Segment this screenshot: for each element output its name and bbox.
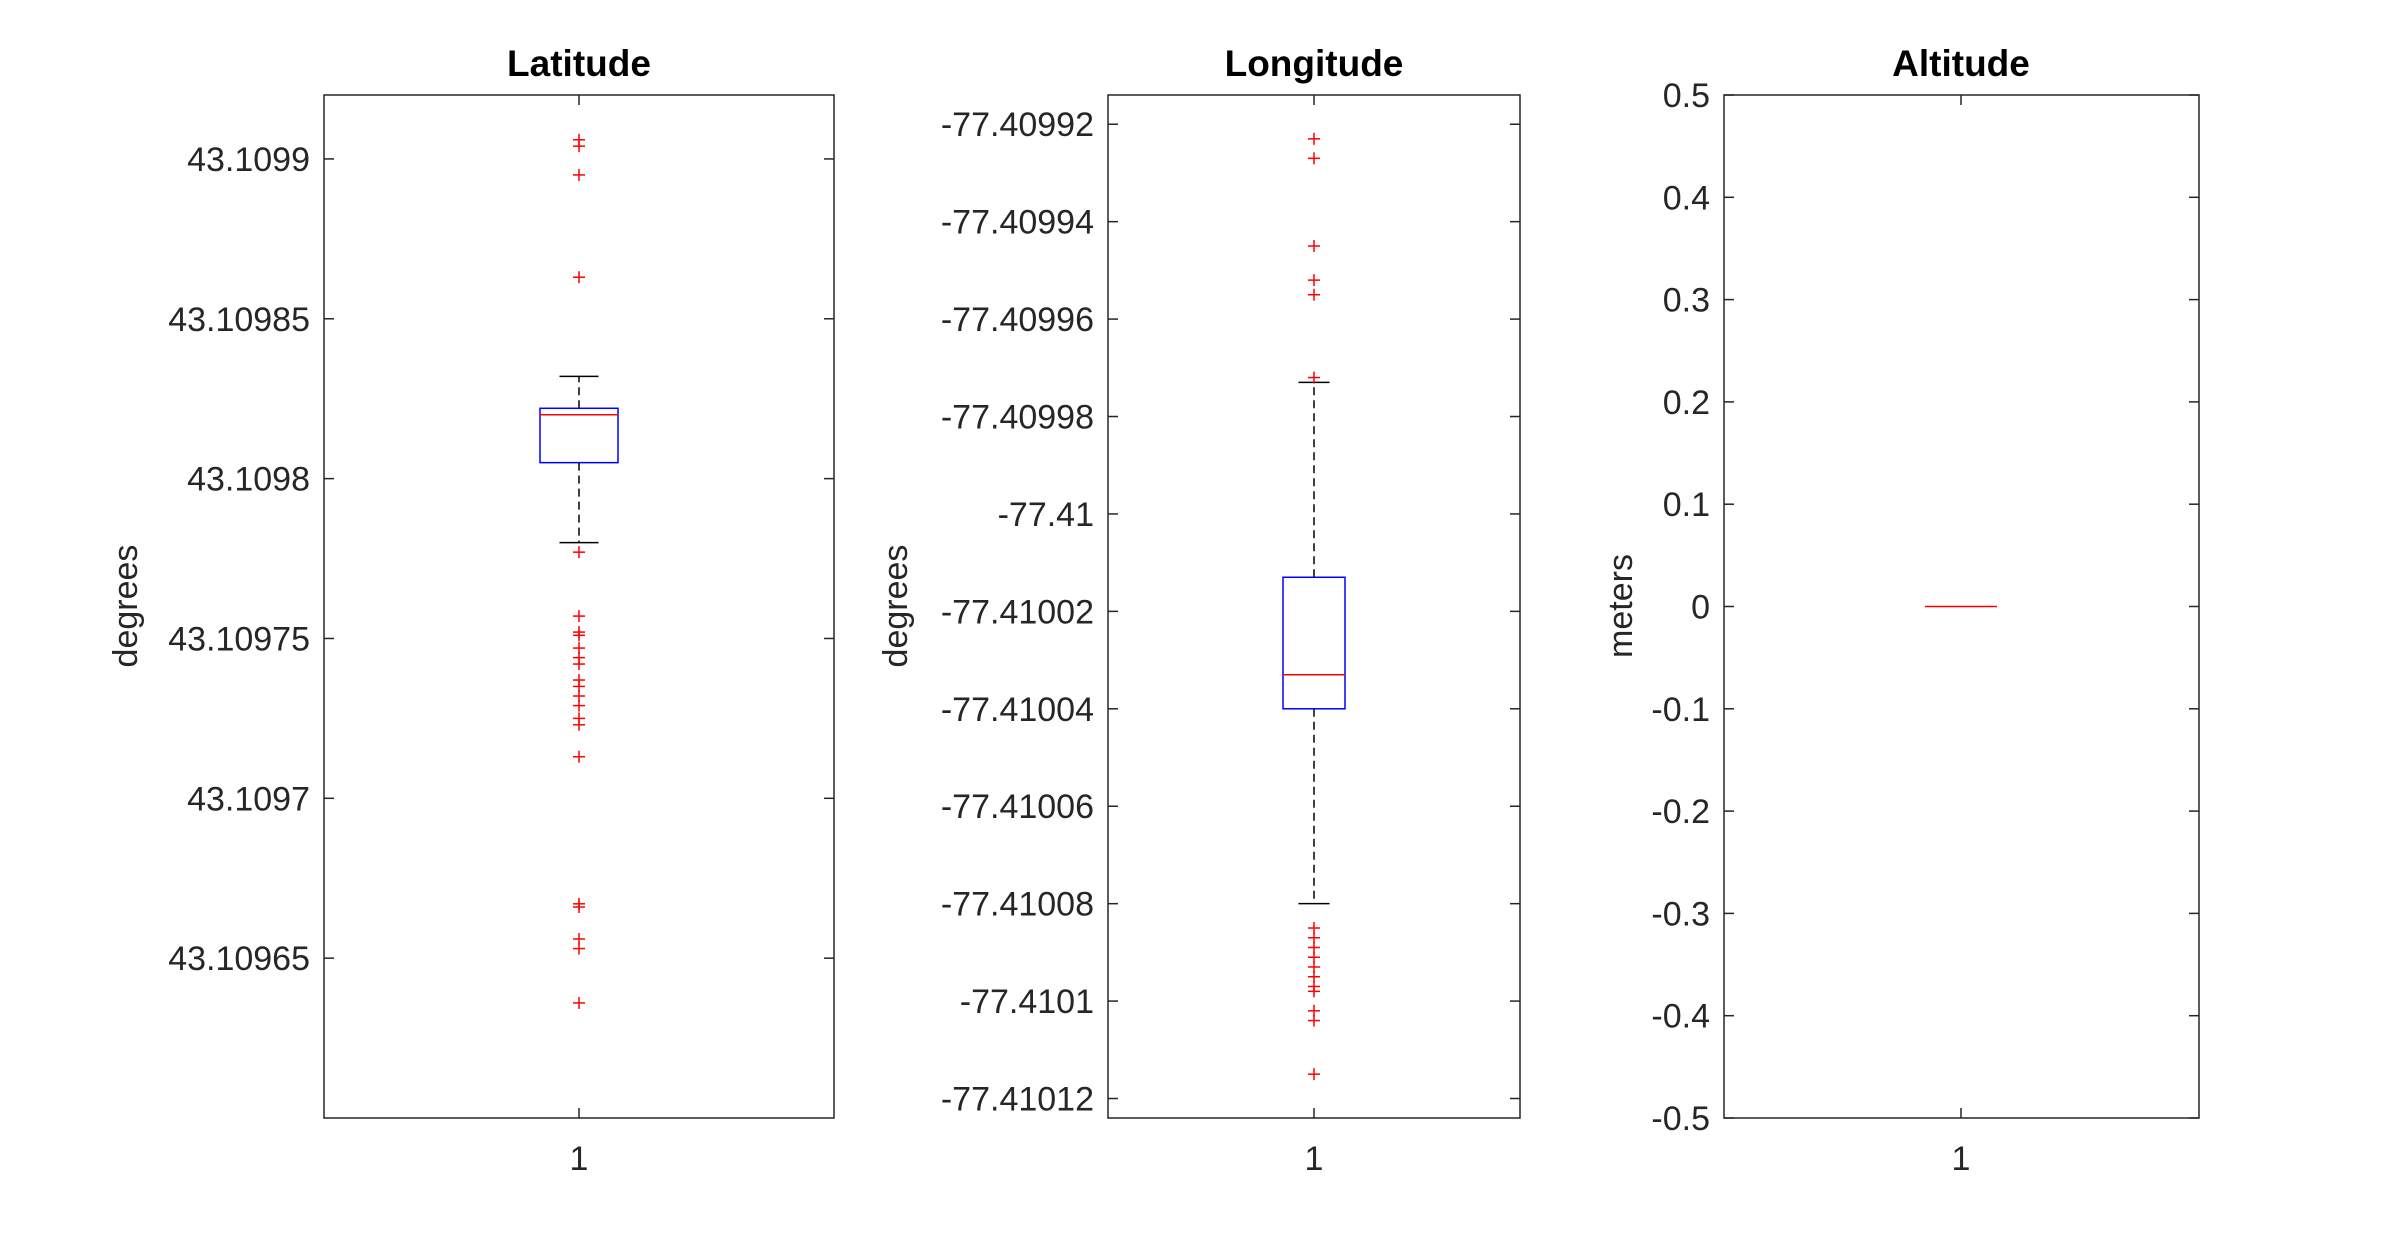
longitude-y-ticks: -77.41012 -77.4101 -77.41008 -77.41006 -77.4… (941, 95, 1520, 1119)
outlier-point (573, 750, 585, 763)
outlier-point (573, 658, 585, 671)
y-tick-label: 0.1 (1663, 486, 1710, 524)
outlier-point (573, 901, 585, 914)
y-tick-label: 0.4 (1663, 179, 1710, 217)
longitude-panel: Longitude -77.41012-77.4101-77.41008-77.… (877, 43, 1521, 1178)
y-tick-label: -77.40994 (941, 204, 1094, 242)
latitude-panel: Latitude 43.1096543.109743.1097543.10984… (107, 43, 835, 1178)
outlier-point (573, 718, 585, 731)
y-tick-label: 43.10965 (168, 940, 310, 978)
y-tick-label: 43.10985 (168, 301, 310, 339)
longitude-y-axis-label: degrees (877, 545, 915, 668)
outlier-point (573, 996, 585, 1009)
outlier-point (1308, 240, 1320, 253)
y-tick-label: 0.2 (1663, 384, 1710, 422)
longitude-plot (1282, 132, 1346, 1081)
outlier-point (573, 629, 585, 642)
outlier-point (573, 140, 585, 153)
y-tick-label: -77.40992 (941, 106, 1094, 144)
y-tick-label: -0.1 (1651, 691, 1710, 729)
y-tick-label: -77.40998 (941, 399, 1094, 437)
latitude-plot (539, 133, 619, 1009)
y-tick-label: -77.41012 (941, 1081, 1094, 1119)
outlier-point (1308, 288, 1320, 301)
y-tick-label: 43.1099 (187, 141, 310, 179)
outlier-point (1308, 985, 1320, 998)
altitude-y-axis-label: meters (1602, 554, 1640, 658)
outlier-point (573, 610, 585, 623)
outlier-point (1308, 1014, 1320, 1027)
outlier-point (573, 168, 585, 181)
y-tick-label: -77.41008 (941, 886, 1094, 924)
outlier-point (573, 271, 585, 284)
iqr-box (539, 407, 619, 464)
y-tick-label: -77.40996 (941, 301, 1094, 339)
longitude-title: Longitude (1225, 43, 1404, 84)
outlier-point (573, 546, 585, 559)
y-tick-label: -77.41002 (941, 593, 1094, 631)
outlier-point (573, 942, 585, 955)
outlier-point (1308, 1068, 1320, 1081)
y-tick-label: 0.3 (1663, 282, 1710, 320)
y-tick-label: -77.41 (998, 496, 1094, 534)
latitude-title: Latitude (507, 43, 651, 84)
y-tick-label: -77.41006 (941, 788, 1094, 826)
latitude-y-axis-label: degrees (107, 545, 145, 668)
y-tick-label: 43.1097 (187, 780, 310, 818)
y-tick-label: -0.2 (1651, 793, 1710, 831)
y-tick-label: 43.1098 (187, 461, 310, 499)
altitude-title: Altitude (1892, 43, 2030, 84)
altitude-panel: Altitude -0.5 -0.4 -0.3 -0.2 -0.1 0 0.1 0.2 0.3 0… (1602, 43, 2200, 1178)
iqr-box (1282, 576, 1346, 710)
outlier-point (1308, 152, 1320, 165)
y-tick-label: -77.4101 (960, 983, 1094, 1021)
y-tick-label: -77.41004 (941, 691, 1094, 729)
y-tick-label: 0 (1691, 589, 1710, 627)
y-tick-label: -0.4 (1651, 998, 1710, 1036)
latitude-x-tick-label: 1 (570, 1140, 589, 1178)
y-tick-label: 43.10975 (168, 620, 310, 658)
altitude-y-ticks: -0.5 -0.4 -0.3 -0.2 -0.1 0 0.1 0.2 0.3 0.4 0.5 (1651, 77, 2199, 1138)
y-tick-label: 0.5 (1663, 77, 1710, 115)
longitude-x-tick-label: 1 (1305, 1140, 1324, 1178)
outlier-point (1308, 132, 1320, 145)
outlier-point (1308, 274, 1320, 287)
outlier-point (573, 699, 585, 712)
latitude-y-ticks: 43.10965 43.1097 43.10975 43.1098 43.10985 43… (168, 95, 834, 1118)
y-tick-label: -0.5 (1651, 1100, 1710, 1138)
altitude-x-tick-label: 1 (1952, 1140, 1971, 1178)
outlier-point (1308, 371, 1320, 384)
y-tick-label: -0.3 (1651, 895, 1710, 933)
